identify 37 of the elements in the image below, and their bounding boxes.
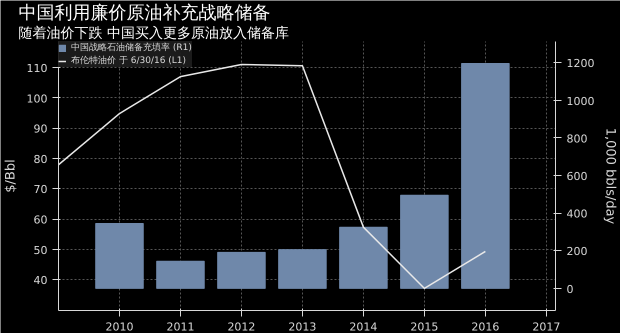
- y-tick-label: 50: [34, 244, 48, 257]
- series-label: 布伦特油价 于 6/30/16 (L1): [71, 54, 186, 67]
- y-tick-label: 70: [34, 183, 48, 196]
- bar: [339, 226, 388, 289]
- y-tick-label: 110: [26, 62, 48, 76]
- y2-tick-label: 400: [566, 208, 588, 221]
- bar: [400, 194, 449, 289]
- chart-title: 中国利用廉价原油补充战略储备: [18, 2, 270, 24]
- y2-axis-title: 1,000 bbls/day: [602, 128, 618, 225]
- y2-tick-label: 0: [566, 282, 574, 296]
- y-axis-title: $/Bbl: [4, 159, 19, 193]
- x-tick-label: 2014: [349, 320, 378, 333]
- y-tick-label: 90: [34, 122, 48, 136]
- y2-tick-label: 200: [566, 245, 588, 258]
- x-tick-label: 2013: [288, 320, 316, 333]
- y2-tick-label: 1000: [566, 94, 594, 108]
- y-tick-label: 60: [34, 214, 48, 227]
- y-tick-label: 40: [34, 274, 48, 288]
- bar: [278, 249, 327, 289]
- y-tick-label: 80: [34, 152, 48, 166]
- bar: [461, 62, 510, 289]
- x-tick-label: 2017: [532, 320, 560, 333]
- bar: [95, 222, 144, 289]
- x-tick-label: 2015: [410, 320, 438, 333]
- bar: [156, 260, 205, 289]
- line-series: [58, 64, 486, 290]
- x-tick-label: 2012: [227, 320, 256, 333]
- x-tick-label: 2016: [471, 320, 500, 333]
- y2-tick-label: 800: [566, 132, 588, 146]
- chart-subtitle: 随着油价下跌 中国买入更多原油放入储备库: [18, 26, 289, 42]
- y2-tick-label: 1200: [566, 57, 594, 70]
- legend-label: 中国战略石油储备充填率 (R1): [71, 42, 192, 54]
- bar: [217, 252, 266, 289]
- y-tick-label: 100: [26, 92, 48, 106]
- x-tick-label: 2010: [105, 320, 134, 333]
- x-tick-label: 2011: [166, 320, 194, 333]
- y2-tick-label: 600: [566, 170, 588, 184]
